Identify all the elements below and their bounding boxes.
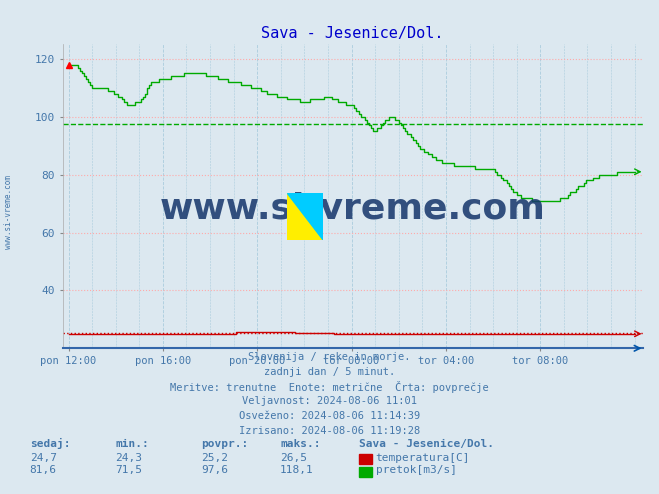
Text: 24,3: 24,3	[115, 453, 142, 463]
Text: Veljavnost: 2024-08-06 11:01: Veljavnost: 2024-08-06 11:01	[242, 396, 417, 406]
Text: povpr.:: povpr.:	[201, 439, 248, 449]
Text: Meritve: trenutne  Enote: metrične  Črta: povprečje: Meritve: trenutne Enote: metrične Črta: …	[170, 381, 489, 393]
Text: sedaj:: sedaj:	[30, 438, 70, 449]
Text: 81,6: 81,6	[30, 465, 57, 475]
Text: 71,5: 71,5	[115, 465, 142, 475]
Text: Izrisano: 2024-08-06 11:19:28: Izrisano: 2024-08-06 11:19:28	[239, 426, 420, 436]
Polygon shape	[287, 193, 323, 240]
Text: pretok[m3/s]: pretok[m3/s]	[376, 465, 457, 475]
Text: Slovenija / reke in morje.: Slovenija / reke in morje.	[248, 352, 411, 362]
Text: Sava - Jesenice/Dol.: Sava - Jesenice/Dol.	[359, 439, 494, 449]
Text: min.:: min.:	[115, 439, 149, 449]
Text: maks.:: maks.:	[280, 439, 320, 449]
Text: 97,6: 97,6	[201, 465, 228, 475]
Polygon shape	[287, 193, 323, 240]
Title: Sava - Jesenice/Dol.: Sava - Jesenice/Dol.	[262, 26, 444, 41]
Text: 25,2: 25,2	[201, 453, 228, 463]
Text: 118,1: 118,1	[280, 465, 314, 475]
Text: www.si-vreme.com: www.si-vreme.com	[159, 192, 546, 226]
Text: 26,5: 26,5	[280, 453, 307, 463]
Text: temperatura[C]: temperatura[C]	[376, 453, 470, 463]
Text: www.si-vreme.com: www.si-vreme.com	[4, 175, 13, 249]
Text: zadnji dan / 5 minut.: zadnji dan / 5 minut.	[264, 367, 395, 376]
Text: 24,7: 24,7	[30, 453, 57, 463]
Text: Osveženo: 2024-08-06 11:14:39: Osveženo: 2024-08-06 11:14:39	[239, 411, 420, 421]
